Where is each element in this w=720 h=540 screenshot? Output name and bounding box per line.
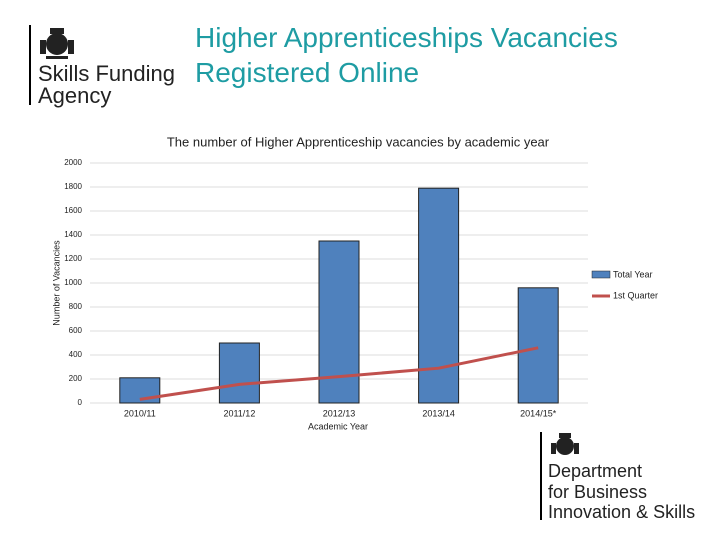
- logo-text: Agency: [38, 83, 111, 108]
- y-tick-label: 1400: [64, 230, 82, 239]
- logo-text: Department: [548, 461, 642, 481]
- y-tick-label: 2000: [64, 158, 82, 167]
- legend-label: 1st Quarter: [613, 290, 658, 300]
- y-tick-label: 600: [69, 326, 83, 335]
- bar: [218, 342, 260, 404]
- bar: [517, 287, 559, 404]
- slide-title: Higher Apprenticeships Vacancies Registe…: [195, 22, 618, 88]
- x-tick-label: 2014/15*: [520, 408, 557, 418]
- y-axis-label: Number of Vacancies: [51, 240, 61, 326]
- y-tick-label: 200: [69, 374, 83, 383]
- x-axis-label: Academic Year: [308, 421, 368, 431]
- legend-label: Total Year: [613, 269, 653, 279]
- chart-title: The number of Higher Apprenticeship vaca…: [167, 134, 550, 149]
- crest: [551, 433, 579, 455]
- x-tick-label: 2013/14: [422, 408, 455, 418]
- crest: [40, 28, 74, 59]
- y-tick-label: 400: [69, 350, 83, 359]
- x-tick-label: 2010/11: [124, 408, 156, 418]
- logo-text: for Business: [548, 482, 647, 502]
- y-tick-label: 0: [78, 398, 83, 407]
- x-tick-label: 2012/13: [323, 408, 356, 418]
- y-tick-label: 1800: [64, 182, 82, 191]
- x-tick-label: 2011/12: [223, 408, 255, 418]
- y-tick-label: 1200: [64, 254, 82, 263]
- line: [139, 346, 539, 401]
- y-tick-label: 1000: [64, 278, 82, 287]
- logo-text: Skills Funding: [38, 61, 175, 86]
- legend-swatch: [591, 270, 611, 279]
- y-tick-label: 1600: [64, 206, 82, 215]
- y-tick-label: 800: [69, 302, 83, 311]
- logo-text: Innovation & Skills: [548, 502, 695, 522]
